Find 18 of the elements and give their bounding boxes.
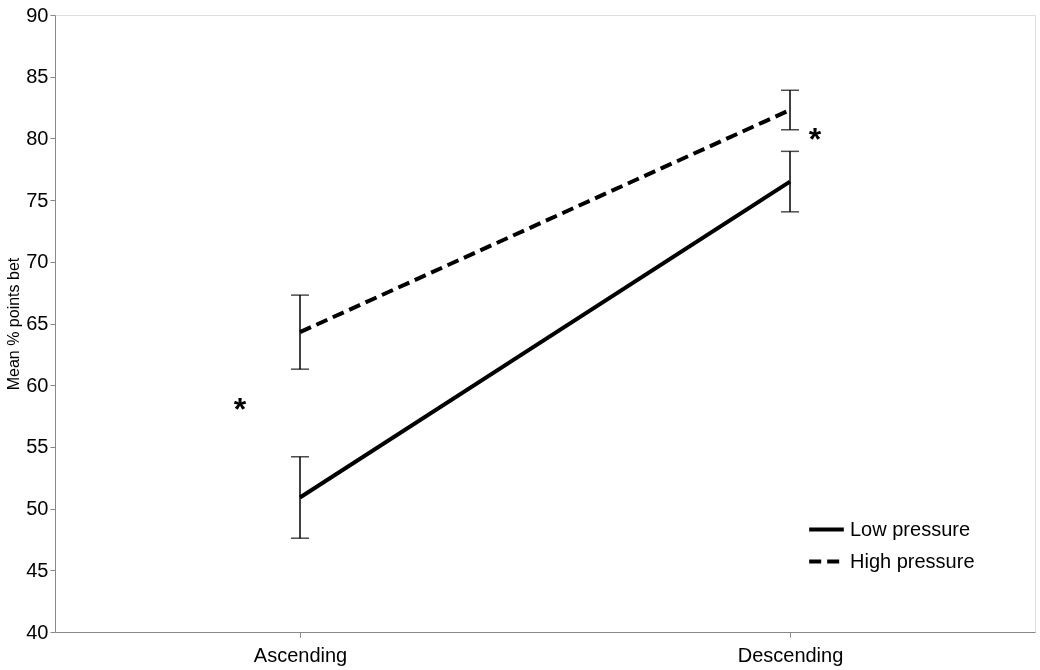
y-tick-label: 80 — [26, 126, 49, 149]
y-tick-label: 60 — [26, 373, 49, 396]
y-tick-label: 85 — [26, 65, 49, 88]
x-tick-label: Ascending — [253, 643, 348, 666]
annotation: * — [808, 121, 822, 157]
y-axis-title: Mean % points bet — [5, 257, 23, 391]
legend-label: Low pressure — [850, 517, 971, 540]
y-tick-label: 75 — [26, 188, 49, 211]
y-tick-label: 40 — [26, 620, 49, 643]
y-tick-label: 65 — [26, 312, 49, 334]
y-tick-label: 90 — [26, 3, 49, 26]
y-tick-label: 70 — [26, 250, 49, 273]
legend-label: High pressure — [850, 549, 975, 572]
x-tick-label: Descending — [737, 643, 844, 666]
y-tick-label: 50 — [26, 497, 49, 520]
y-tick-label: 55 — [26, 435, 49, 458]
annotation: * — [233, 391, 247, 427]
y-tick-label: 45 — [26, 558, 49, 581]
